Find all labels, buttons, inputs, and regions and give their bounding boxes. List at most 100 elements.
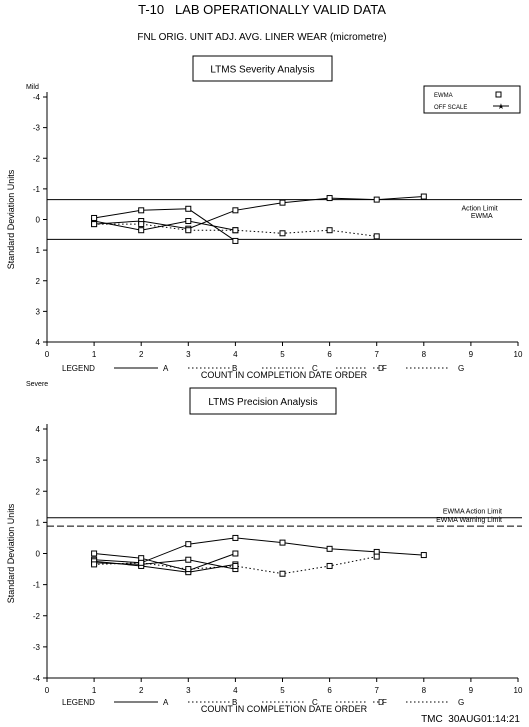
- data-point: [279, 570, 286, 577]
- data-point: [232, 550, 239, 557]
- x-tick-label: 7: [374, 686, 379, 695]
- series-legend-label: C: [312, 364, 318, 373]
- data-point: [138, 227, 145, 234]
- top-label: Mild: [26, 84, 39, 91]
- x-tick-label: 1: [92, 686, 97, 695]
- x-tick-label: 4: [233, 686, 238, 695]
- series-legend-label: B: [232, 364, 237, 373]
- data-point: [232, 534, 239, 541]
- x-tick-label: 8: [422, 350, 427, 359]
- x-tick-label: 3: [186, 350, 191, 359]
- data-point: [279, 230, 286, 237]
- y-tick-label: -1: [33, 581, 41, 590]
- y-tick-label: -4: [33, 674, 41, 683]
- data-point: [326, 562, 333, 569]
- y-tick-label: -3: [33, 124, 41, 133]
- y-tick-label: -1: [33, 185, 41, 194]
- series-legend-label: B: [232, 698, 237, 707]
- y-tick-label: 0: [36, 216, 41, 225]
- data-point: [185, 541, 192, 548]
- x-tick-label: 5: [280, 686, 285, 695]
- series-legend-title: LEGEND: [62, 698, 95, 707]
- footer-stamp: TMC 30AUG01:14:21: [421, 714, 520, 725]
- legend-label: OFF SCALE: [434, 105, 467, 111]
- series-legend-label: D: [378, 698, 384, 707]
- series-legend-label: F: [382, 364, 387, 373]
- series-legend-label: A: [163, 364, 169, 373]
- x-tick-label: 0: [45, 686, 50, 695]
- y-tick-label: -3: [33, 643, 41, 652]
- x-tick-label: 8: [422, 686, 427, 695]
- x-tick-label: 9: [469, 350, 474, 359]
- series-legend-label: G: [458, 698, 464, 707]
- data-point: [326, 545, 333, 552]
- legend-star-icon: ★: [497, 102, 504, 111]
- x-tick-label: 2: [139, 686, 144, 695]
- x-tick-label: 4: [233, 350, 238, 359]
- series-legend-label: C: [312, 698, 318, 707]
- series-legend-title: LEGEND: [62, 364, 95, 373]
- x-axis-label: COUNT IN COMPLETION DATE ORDER: [201, 704, 368, 714]
- series-line: [94, 560, 236, 573]
- x-tick-label: 9: [469, 686, 474, 695]
- y-tick-label: 1: [36, 246, 41, 255]
- panel-title: LTMS Precision Analysis: [208, 397, 317, 408]
- data-point: [138, 207, 145, 214]
- x-tick-label: 2: [139, 350, 144, 359]
- data-point: [232, 207, 239, 214]
- data-point: [185, 227, 192, 234]
- data-point: [138, 221, 145, 228]
- x-tick-label: 0: [45, 350, 50, 359]
- x-tick-label: 3: [186, 686, 191, 695]
- panel-title-box: [192, 55, 333, 82]
- reference-line-label: EWMA Warning Limit: [436, 517, 502, 524]
- series-line: [94, 537, 424, 564]
- data-point: [373, 196, 380, 203]
- x-tick-label: 7: [374, 350, 379, 359]
- chart-title: T-10 LAB OPERATIONALLY VALID DATA: [138, 2, 386, 17]
- y-tick-label: -2: [33, 612, 41, 621]
- data-point: [279, 539, 286, 546]
- data-point: [232, 237, 239, 244]
- data-point: [91, 561, 98, 568]
- data-point: [91, 214, 98, 221]
- x-tick-label: 10: [514, 686, 523, 695]
- y-tick-label: -2: [33, 154, 41, 163]
- series-legend-label: F: [382, 698, 387, 707]
- data-point: [232, 562, 239, 569]
- panel-title-box: [189, 387, 337, 415]
- series-line: [94, 196, 424, 230]
- y-tick-label: 2: [36, 277, 41, 286]
- y-tick-label: 3: [36, 456, 41, 465]
- x-tick-label: 6: [327, 686, 332, 695]
- y-tick-label: -4: [33, 93, 41, 102]
- data-point: [279, 199, 286, 206]
- legend-box: [423, 85, 521, 114]
- legend-marker-square: [495, 91, 502, 98]
- x-tick-label: 6: [327, 350, 332, 359]
- data-point: [185, 205, 192, 212]
- x-tick-label: 1: [92, 350, 97, 359]
- y-tick-label: 2: [36, 487, 41, 496]
- y-axis-label: Standard Deviation Units: [6, 169, 16, 269]
- reference-line-label: EWMA Action Limit: [443, 509, 502, 516]
- y-axis-label: Standard Deviation Units: [6, 503, 16, 603]
- annotation: Action Limit: [461, 205, 497, 212]
- chart-subtitle: FNL ORIG. UNIT ADJ. AVG. LINER WEAR (mic…: [137, 32, 386, 43]
- legend-label: EWMA: [434, 93, 453, 99]
- x-axis-label: COUNT IN COMPLETION DATE ORDER: [201, 370, 368, 380]
- y-tick-label: 3: [36, 307, 41, 316]
- bottom-label: Severe: [26, 381, 48, 388]
- panel-title: LTMS Severity Analysis: [210, 65, 314, 76]
- annotation: EWMA: [471, 213, 493, 220]
- y-tick-label: 4: [36, 338, 41, 347]
- x-tick-label: 5: [280, 350, 285, 359]
- series-line: [94, 208, 236, 242]
- y-tick-label: 1: [36, 518, 41, 527]
- series-line: [94, 220, 236, 231]
- data-point: [185, 218, 192, 225]
- series-line: [94, 553, 236, 572]
- data-point: [91, 221, 98, 228]
- x-tick-label: 10: [514, 350, 523, 359]
